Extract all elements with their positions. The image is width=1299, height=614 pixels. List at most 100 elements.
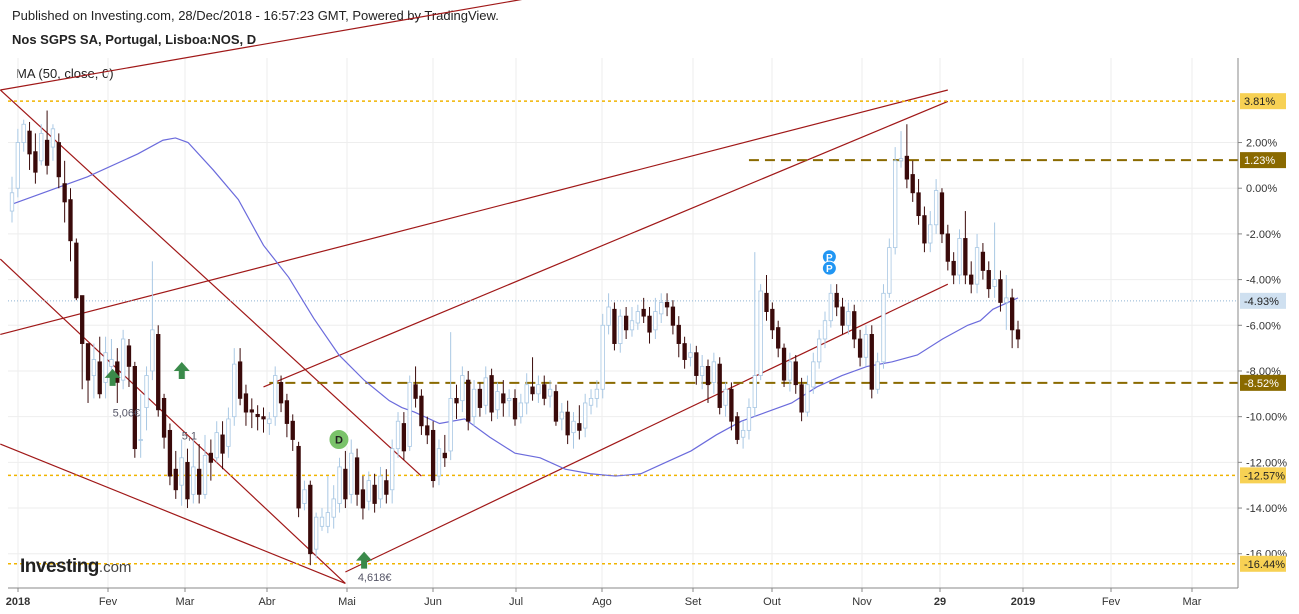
x-tick-label: Fev (99, 596, 118, 608)
event-marker (821, 260, 837, 276)
candle-body (68, 199, 73, 242)
candle-body (1009, 297, 1015, 331)
candle-body (916, 192, 921, 217)
candle-body (787, 361, 793, 381)
candle-body (202, 455, 208, 495)
candle-body (62, 183, 67, 203)
y-tick-label: -6.00% (1246, 320, 1281, 332)
candle-body (179, 457, 184, 486)
x-tick-label: Fev (1102, 596, 1121, 608)
candle-body (15, 142, 21, 189)
grid (8, 58, 1238, 588)
candle-body (530, 386, 535, 395)
candle-body (267, 418, 272, 424)
published-caption: Published on Investing.com, 28/Dec/2018 … (12, 8, 499, 23)
marker-label: P (826, 253, 833, 264)
candle-body (39, 132, 44, 162)
candle-body (85, 343, 91, 381)
candle-body (349, 452, 354, 495)
x-tick-label: Abr (258, 596, 275, 608)
candle-body (395, 420, 401, 450)
trendline (0, 443, 346, 584)
candle-body (91, 359, 97, 376)
candle-body (366, 480, 371, 502)
candle-body (828, 292, 833, 322)
candle-body (700, 366, 705, 376)
trendline (0, 89, 422, 477)
investing-logo: Investing.com (20, 556, 132, 577)
candle-body (928, 224, 933, 244)
chart-markers: 5,06€ 5,1 4,618€ D PP (104, 249, 837, 584)
candle-body (448, 397, 453, 452)
candle-body (612, 308, 617, 344)
candles (9, 110, 1021, 566)
trendline (0, 0, 523, 91)
candle-body (653, 311, 658, 331)
candle-body (945, 233, 950, 262)
candle-body (618, 315, 623, 344)
trendlines (0, 0, 949, 584)
candle-body (764, 292, 769, 312)
candle-body (922, 215, 927, 244)
candle-body (302, 489, 307, 504)
candle-body (781, 347, 787, 381)
candle-body (992, 279, 997, 287)
candle-body (360, 489, 366, 509)
x-tick-label: 2019 (1011, 596, 1035, 608)
candle-body (711, 361, 717, 383)
x-tick-label: Out (763, 596, 781, 608)
candle-body (512, 397, 518, 420)
candle-body (214, 432, 219, 459)
arrow-up-icon (173, 361, 190, 379)
candle-body (969, 274, 974, 285)
candle-body (161, 397, 167, 438)
y-tick-label: -2.00% (1246, 229, 1281, 241)
candle-body (471, 388, 477, 418)
candle-body (717, 363, 722, 408)
candle-body (776, 327, 781, 349)
candle-body (378, 475, 383, 500)
candle-body (261, 416, 266, 420)
level-badge (1240, 467, 1286, 484)
candle-body (442, 452, 447, 459)
candle-body (337, 466, 342, 504)
candle-body (33, 151, 38, 173)
candle-body (705, 366, 711, 386)
candle-body (811, 361, 816, 388)
y-tick-label: -14.00% (1246, 503, 1287, 515)
candle-body (220, 434, 225, 454)
candle-body (208, 452, 214, 463)
candle-body (869, 334, 874, 390)
candle-body (56, 142, 61, 178)
level-label: 1.23% (1244, 155, 1275, 167)
candle-body (793, 361, 798, 386)
indicator-label[interactable]: MA (50, close, 0) (16, 66, 114, 81)
time-axis: 2018 Fev Mar Abr Mai Jun Jul Ago Set Out Nov 29 2019… (6, 587, 1238, 608)
trendline (263, 100, 949, 388)
price-annotation: 5,1 (182, 431, 197, 443)
x-tick-label: Set (685, 596, 702, 608)
candle-body (308, 484, 313, 555)
candle-body (319, 516, 325, 527)
candle-body (232, 363, 237, 418)
candle-body (1004, 297, 1009, 303)
candle-body (109, 359, 114, 367)
candle-body (80, 295, 85, 344)
y-tick-label: -10.00% (1246, 412, 1287, 424)
candle-body (623, 315, 629, 331)
candle-body (313, 516, 319, 550)
candle-body (805, 384, 810, 413)
arrow-up-icon (104, 368, 121, 386)
candle-body (1015, 329, 1021, 340)
candle-body (799, 384, 804, 413)
y-tick-label: -12.00% (1246, 457, 1287, 469)
candle-body (647, 315, 652, 333)
level-badge (1240, 93, 1286, 110)
level-badge (1240, 374, 1286, 391)
symbol-title: Nos SGPS SA, Portugal, Lisboa:NOS, D (12, 32, 257, 47)
price-annotation: 5,06€ (113, 408, 141, 420)
candle-body (998, 279, 1003, 303)
candle-body (857, 338, 863, 358)
candle-body (273, 375, 278, 418)
